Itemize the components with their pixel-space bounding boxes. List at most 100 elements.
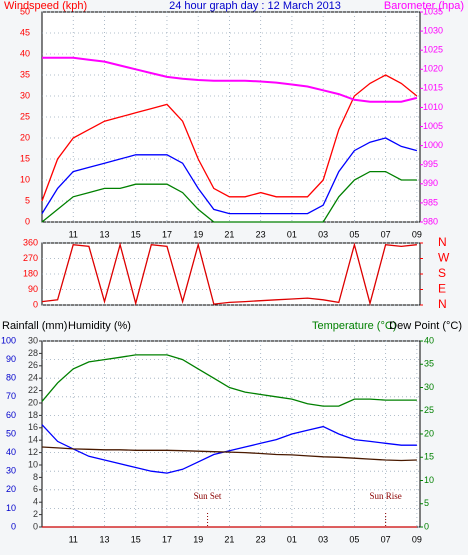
y2-tick-label: 1030: [423, 25, 443, 35]
y-tick-label: 10: [20, 174, 30, 184]
y-tick-label: 90: [6, 354, 16, 364]
y-tick-label: 5: [25, 195, 30, 205]
y-tick-label: 15: [20, 153, 30, 163]
x-tick-label: 13: [99, 534, 109, 544]
y-tick-label: 35: [20, 69, 30, 79]
y3-tick-label: 20: [28, 397, 38, 407]
y-tick-label: 25: [20, 111, 30, 121]
humidity-label: Humidity (%): [68, 320, 131, 332]
series-line: [42, 56, 418, 103]
chart-title: 24 hour graph day : 12 March 2013: [169, 0, 341, 12]
x-tick-label: 05: [349, 534, 359, 544]
y3-tick-label: 16: [28, 422, 38, 432]
barometer-label: Barometer (hpa): [384, 0, 464, 12]
y2-tick-label: 1005: [423, 121, 443, 131]
y2-tick-label: E: [438, 282, 446, 296]
x-tick-label: 15: [131, 229, 141, 239]
y3-tick-label: 8: [33, 472, 38, 482]
y-tick-label: 45: [20, 27, 30, 37]
y2-tick-label: 0: [424, 521, 429, 531]
y-tick-label: 20: [20, 132, 30, 142]
y2-tick-label: 30: [424, 382, 434, 392]
y2-tick-label: 1020: [423, 64, 443, 74]
y-tick-label: 100: [1, 335, 16, 345]
x-tick-label: 17: [162, 534, 172, 544]
y3-tick-label: 18: [28, 410, 38, 420]
y2-tick-label: 995: [423, 159, 438, 169]
y-tick-label: 50: [6, 428, 16, 438]
y3-tick-label: 4: [33, 497, 38, 507]
annotation: Sun Set: [194, 491, 222, 501]
y2-tick-label: 1015: [423, 83, 443, 93]
x-tick-label: 19: [193, 229, 203, 239]
x-tick-label: 21: [224, 229, 234, 239]
y2-tick-label: 1035: [423, 6, 443, 16]
y-tick-label: 0: [11, 521, 16, 531]
y2-tick-label: 10: [424, 475, 434, 485]
y3-tick-label: 10: [28, 459, 38, 469]
y-tick-label: 30: [20, 90, 30, 100]
y2-tick-label: 980: [423, 216, 438, 226]
x-tick-label: 07: [381, 534, 391, 544]
y-tick-label: 0: [33, 299, 38, 309]
x-tick-label: 13: [99, 229, 109, 239]
plot-frame: [41, 11, 421, 223]
series-line: [41, 242, 417, 306]
series-line: [41, 424, 417, 474]
series-line: [41, 74, 418, 202]
y3-tick-label: 24: [28, 373, 38, 383]
y-tick-label: 10: [6, 503, 16, 513]
y-tick-label: 90: [28, 284, 38, 294]
x-tick-label: 01: [287, 534, 297, 544]
y-tick-label: 40: [20, 48, 30, 58]
y-tick-label: 50: [20, 6, 30, 16]
x-tick-label: 11: [69, 534, 78, 544]
y3-tick-label: 12: [28, 447, 38, 457]
y2-tick-label: 20: [424, 428, 434, 438]
series-line: [41, 170, 417, 223]
y3-tick-label: 0: [33, 521, 38, 531]
y2-tick-label: 985: [423, 197, 438, 207]
y2-tick-label: 5: [424, 498, 429, 508]
y-tick-label: 70: [6, 391, 16, 401]
y-tick-label: 80: [6, 373, 16, 383]
y-tick-label: 60: [6, 410, 16, 420]
y3-tick-label: 2: [33, 509, 38, 519]
temperature-label: Temperature (°C): [312, 320, 396, 332]
x-tick-label: 03: [318, 534, 328, 544]
y2-tick-label: N: [438, 297, 447, 311]
x-tick-label: 11: [69, 229, 78, 239]
series-line: [41, 354, 417, 407]
y3-tick-label: 22: [28, 385, 38, 395]
y2-tick-label: 15: [424, 452, 434, 462]
annotation: Sun Rise: [370, 491, 402, 501]
y2-tick-label: 1010: [423, 102, 443, 112]
x-tick-label: 21: [224, 534, 234, 544]
x-tick-label: 15: [131, 534, 141, 544]
y2-tick-label: S: [438, 266, 446, 280]
x-tick-label: 19: [193, 534, 203, 544]
y3-tick-label: 14: [28, 435, 38, 445]
y2-tick-label: 40: [424, 335, 434, 345]
plot-frame: [41, 340, 421, 528]
y3-tick-label: 6: [33, 484, 38, 494]
y3-tick-label: 30: [28, 335, 38, 345]
x-tick-label: 07: [381, 229, 391, 239]
y2-tick-label: 1000: [423, 140, 443, 150]
dewpoint-label: Dew Point (°C): [389, 320, 462, 332]
y-tick-label: 20: [6, 484, 16, 494]
x-tick-label: 09: [412, 534, 422, 544]
series-line: [41, 137, 418, 215]
y3-tick-label: 26: [28, 360, 38, 370]
y-tick-label: 180: [23, 268, 38, 278]
x-tick-label: 17: [162, 229, 172, 239]
y-tick-label: 360: [23, 237, 38, 247]
y2-tick-label: W: [438, 251, 450, 265]
x-tick-label: 03: [318, 229, 328, 239]
y2-tick-label: 35: [424, 359, 434, 369]
x-tick-label: 23: [256, 534, 266, 544]
y3-tick-label: 28: [28, 348, 38, 358]
y-tick-label: 30: [6, 466, 16, 476]
y-tick-label: 270: [23, 253, 38, 263]
